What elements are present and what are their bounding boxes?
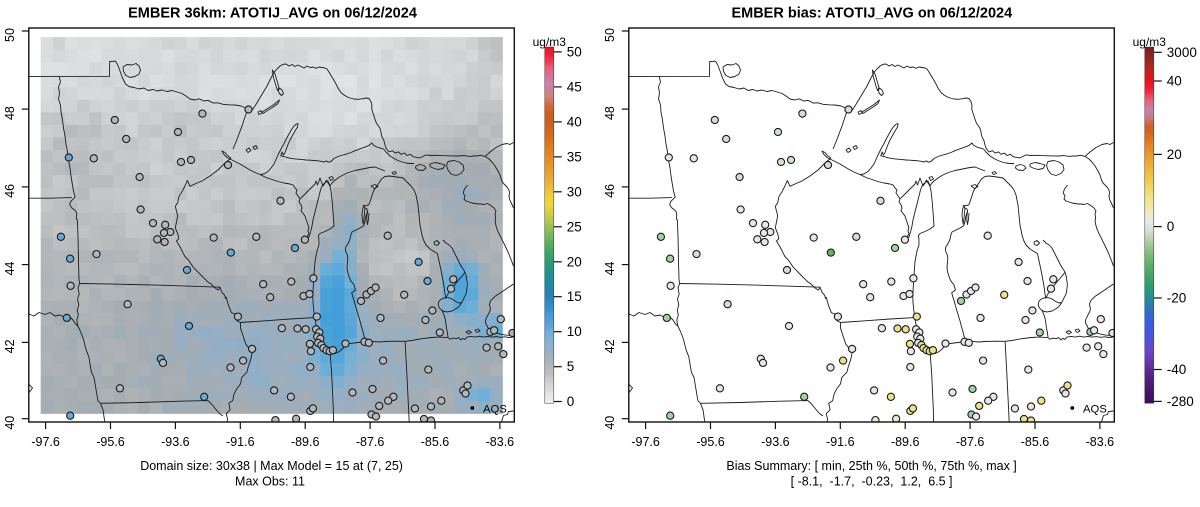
svg-text:30: 30 <box>567 184 582 199</box>
svg-text:10: 10 <box>567 324 582 339</box>
svg-text:46: 46 <box>3 184 17 198</box>
svg-text:AQS: AQS <box>483 404 507 416</box>
svg-text:44: 44 <box>603 262 617 276</box>
svg-text:EMBER bias: ATOTIJ_AVG on 06/1: EMBER bias: ATOTIJ_AVG on 06/12/2024 <box>731 6 1012 22</box>
svg-text:-83.6: -83.6 <box>1086 435 1115 449</box>
svg-text:ug/m3: ug/m3 <box>1133 35 1167 49</box>
svg-text:-20: -20 <box>1167 291 1187 306</box>
svg-text:-40: -40 <box>1167 362 1187 377</box>
svg-text:44: 44 <box>3 262 17 276</box>
svg-text:50: 50 <box>567 44 582 59</box>
svg-text:-91.6: -91.6 <box>826 435 855 449</box>
svg-text:3000: 3000 <box>1167 45 1197 60</box>
svg-text:25: 25 <box>567 219 582 234</box>
svg-text:20: 20 <box>1167 147 1182 162</box>
svg-text:0: 0 <box>1167 219 1175 234</box>
svg-text:EMBER 36km: ATOTIJ_AVG on 06/1: EMBER 36km: ATOTIJ_AVG on 06/12/2024 <box>128 6 417 22</box>
svg-text:48: 48 <box>603 106 617 120</box>
svg-text:-89.6: -89.6 <box>291 435 320 449</box>
svg-text:-93.6: -93.6 <box>161 435 190 449</box>
svg-text:-97.6: -97.6 <box>31 435 60 449</box>
svg-text:-87.6: -87.6 <box>956 435 985 449</box>
svg-text:-83.6: -83.6 <box>486 435 515 449</box>
svg-text:0: 0 <box>567 394 575 409</box>
svg-text:-89.6: -89.6 <box>891 435 920 449</box>
svg-text:35: 35 <box>567 149 582 164</box>
svg-text:50: 50 <box>603 28 617 42</box>
svg-text:-85.6: -85.6 <box>1021 435 1050 449</box>
svg-text:40: 40 <box>1167 74 1182 89</box>
svg-text:20: 20 <box>567 254 582 269</box>
svg-text:-91.6: -91.6 <box>226 435 255 449</box>
svg-text:-95.6: -95.6 <box>96 435 125 449</box>
svg-text:40: 40 <box>567 114 582 129</box>
svg-text:Bias Summary: [ min, 25th %, 5: Bias Summary: [ min, 25th %, 50th %, 75t… <box>726 459 1016 473</box>
svg-text:40: 40 <box>603 416 617 430</box>
svg-text:-95.6: -95.6 <box>696 435 725 449</box>
svg-text:-93.6: -93.6 <box>761 435 790 449</box>
svg-text:50: 50 <box>3 28 17 42</box>
svg-text:48: 48 <box>3 106 17 120</box>
svg-text:42: 42 <box>3 339 17 353</box>
svg-text:ug/m3: ug/m3 <box>533 35 567 49</box>
svg-text:-97.6: -97.6 <box>631 435 660 449</box>
svg-text:40: 40 <box>3 416 17 430</box>
svg-text:AQS: AQS <box>1083 404 1107 416</box>
svg-text:5: 5 <box>567 359 575 374</box>
svg-text:Max Obs: 11: Max Obs: 11 <box>235 475 305 489</box>
svg-text:15: 15 <box>567 289 582 304</box>
svg-text:46: 46 <box>603 184 617 198</box>
svg-text:45: 45 <box>567 79 582 94</box>
svg-text:-87.6: -87.6 <box>356 435 385 449</box>
svg-text:-85.6: -85.6 <box>421 435 450 449</box>
svg-text:[ -8.1, -1.7, -0.23, 1.2,: [ -8.1, -1.7, -0.23, 1.2, 6.5 ] <box>791 475 953 489</box>
svg-text:-280: -280 <box>1167 394 1194 409</box>
svg-text:42: 42 <box>603 339 617 353</box>
svg-text:Domain size: 30x38 | Max Model: Domain size: 30x38 | Max Model = 15 at (… <box>140 459 403 473</box>
